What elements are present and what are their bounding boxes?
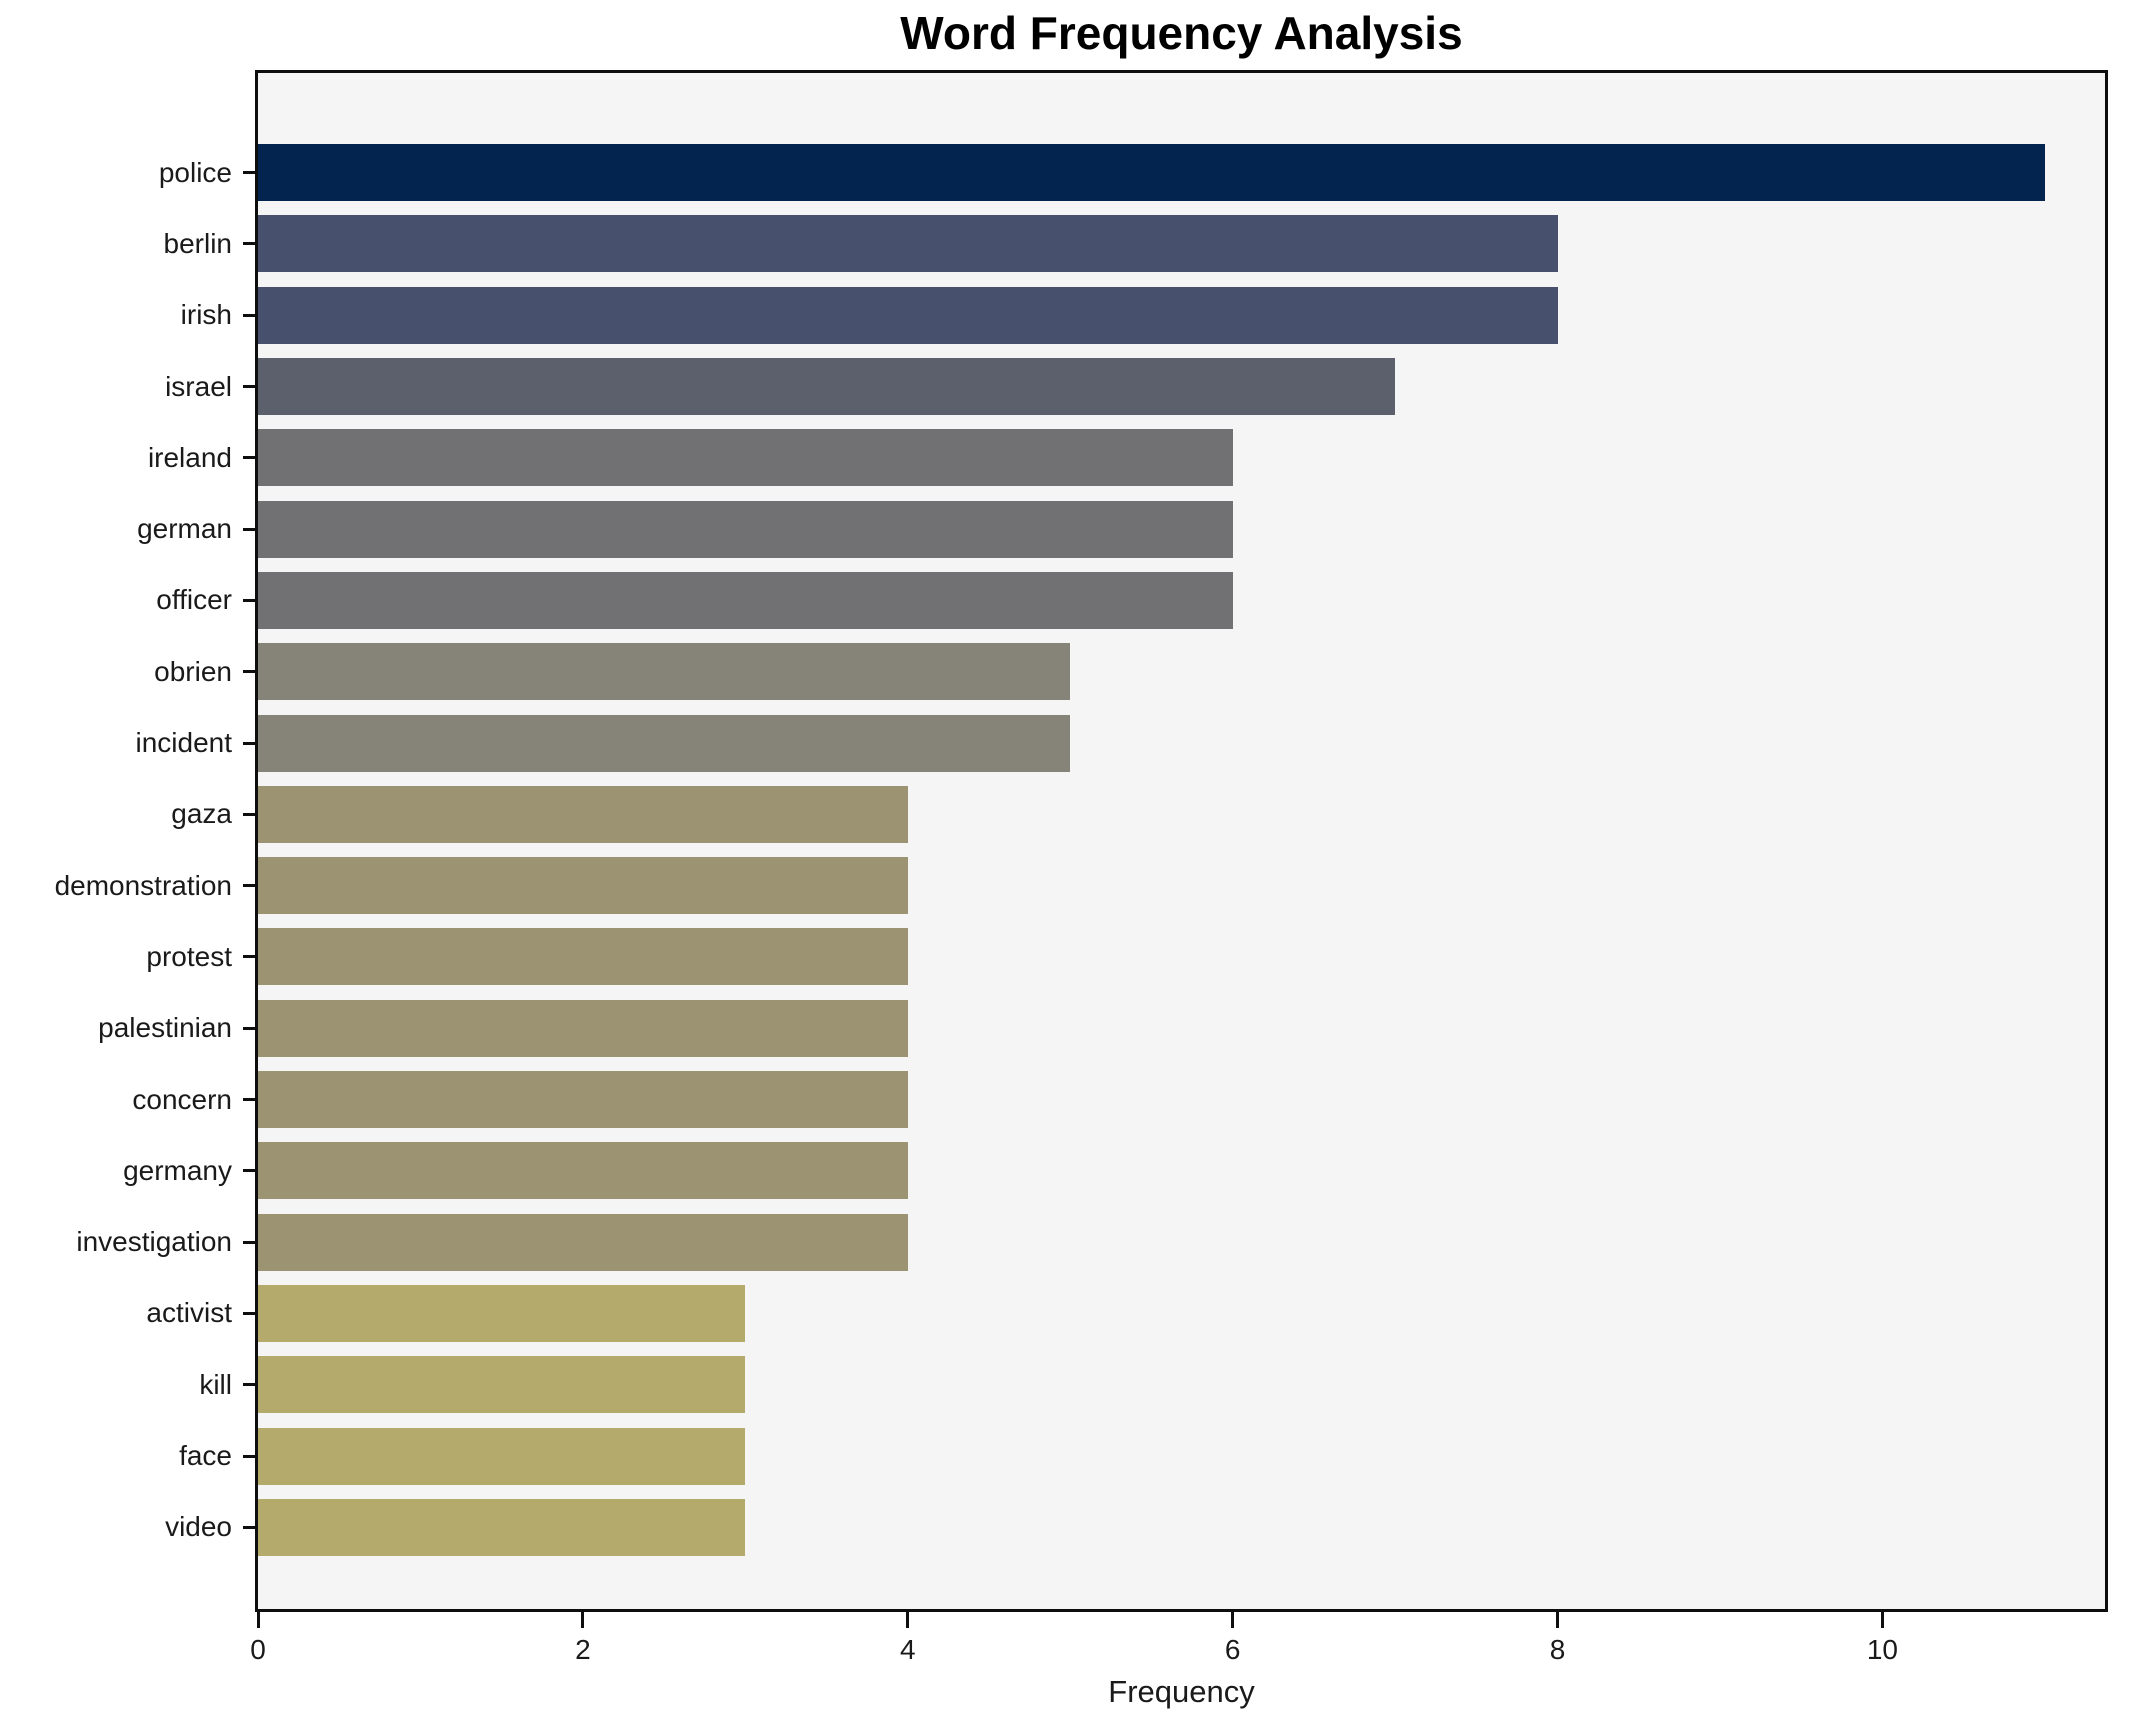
y-tick-mark-irish <box>243 313 255 317</box>
y-tick-label-investigation: investigation <box>76 1226 232 1258</box>
x-tick-mark-2 <box>581 1612 585 1628</box>
bar-demonstration <box>258 857 908 915</box>
x-tick-mark-6 <box>1231 1612 1235 1628</box>
y-tick-mark-concern <box>243 1098 255 1102</box>
y-tick-label-incident: incident <box>135 727 232 759</box>
bar-police <box>258 144 2045 202</box>
y-tick-label-german: german <box>137 513 232 545</box>
y-tick-label-officer: officer <box>156 584 232 616</box>
y-tick-mark-protest <box>243 955 255 959</box>
y-tick-mark-face <box>243 1454 255 1458</box>
bar-activist <box>258 1284 746 1342</box>
y-tick-mark-activist <box>243 1311 255 1315</box>
y-tick-mark-gaza <box>243 812 255 816</box>
bar-german <box>258 500 1233 558</box>
x-tick-mark-0 <box>256 1612 260 1628</box>
y-tick-label-concern: concern <box>132 1083 232 1115</box>
y-tick-mark-incident <box>243 741 255 745</box>
x-tick-label-6: 6 <box>1224 1634 1241 1665</box>
y-tick-label-protest: protest <box>146 940 232 972</box>
x-tick-label-0: 0 <box>250 1634 266 1665</box>
bar-incident <box>258 714 1071 772</box>
y-tick-mark-german <box>243 527 255 531</box>
bar-concern <box>258 1071 908 1129</box>
bar-protest <box>258 928 908 986</box>
y-tick-mark-palestinian <box>243 1026 255 1030</box>
y-tick-label-obrien: obrien <box>154 655 232 687</box>
bar-officer <box>258 571 1233 629</box>
y-tick-label-germany: germany <box>123 1154 232 1186</box>
y-tick-mark-obrien <box>243 670 255 674</box>
y-tick-label-kill: kill <box>199 1368 232 1400</box>
bar-investigation <box>258 1213 908 1271</box>
x-tick-label-2: 2 <box>575 1634 591 1665</box>
bar-video <box>258 1498 746 1556</box>
y-tick-mark-kill <box>243 1383 255 1387</box>
y-tick-mark-israel <box>243 385 255 389</box>
y-tick-mark-ireland <box>243 456 255 460</box>
bar-face <box>258 1427 746 1485</box>
y-tick-mark-investigation <box>243 1240 255 1244</box>
y-tick-label-face: face <box>179 1440 232 1472</box>
y-tick-mark-police <box>243 171 255 175</box>
bar-irish <box>258 286 1558 344</box>
bar-palestinian <box>258 999 908 1057</box>
x-axis-label: Frequency <box>1108 1674 1255 1709</box>
x-tick-mark-4 <box>906 1612 910 1628</box>
bar-obrien <box>258 643 1071 701</box>
y-tick-label-palestinian: palestinian <box>98 1012 232 1044</box>
x-tick-label-8: 8 <box>1549 1634 1566 1665</box>
y-tick-mark-germany <box>243 1169 255 1173</box>
bar-gaza <box>258 785 908 843</box>
y-tick-label-demonstration: demonstration <box>54 869 232 901</box>
x-tick-mark-10 <box>1880 1612 1884 1628</box>
y-tick-label-irish: irish <box>180 299 232 331</box>
y-tick-mark-video <box>243 1525 255 1529</box>
bar-kill <box>258 1356 746 1414</box>
chart-title: Word Frequency Analysis <box>900 7 1463 59</box>
y-tick-label-police: police <box>158 156 232 188</box>
y-tick-label-activist: activist <box>146 1297 232 1329</box>
x-tick-label-10: 10 <box>1866 1634 1899 1665</box>
bar-germany <box>258 1142 908 1200</box>
y-tick-mark-officer <box>243 598 255 602</box>
bar-berlin <box>258 215 1558 273</box>
y-tick-label-berlin: berlin <box>163 227 232 259</box>
y-tick-label-israel: israel <box>165 370 232 402</box>
y-tick-mark-demonstration <box>243 884 255 888</box>
y-tick-mark-berlin <box>243 242 255 246</box>
bar-ireland <box>258 429 1233 487</box>
bar-israel <box>258 358 1396 416</box>
y-tick-label-gaza: gaza <box>171 798 232 830</box>
y-tick-label-video: video <box>165 1511 232 1543</box>
x-tick-label-4: 4 <box>899 1634 916 1665</box>
y-tick-label-ireland: ireland <box>147 441 232 473</box>
x-tick-mark-8 <box>1556 1612 1560 1628</box>
